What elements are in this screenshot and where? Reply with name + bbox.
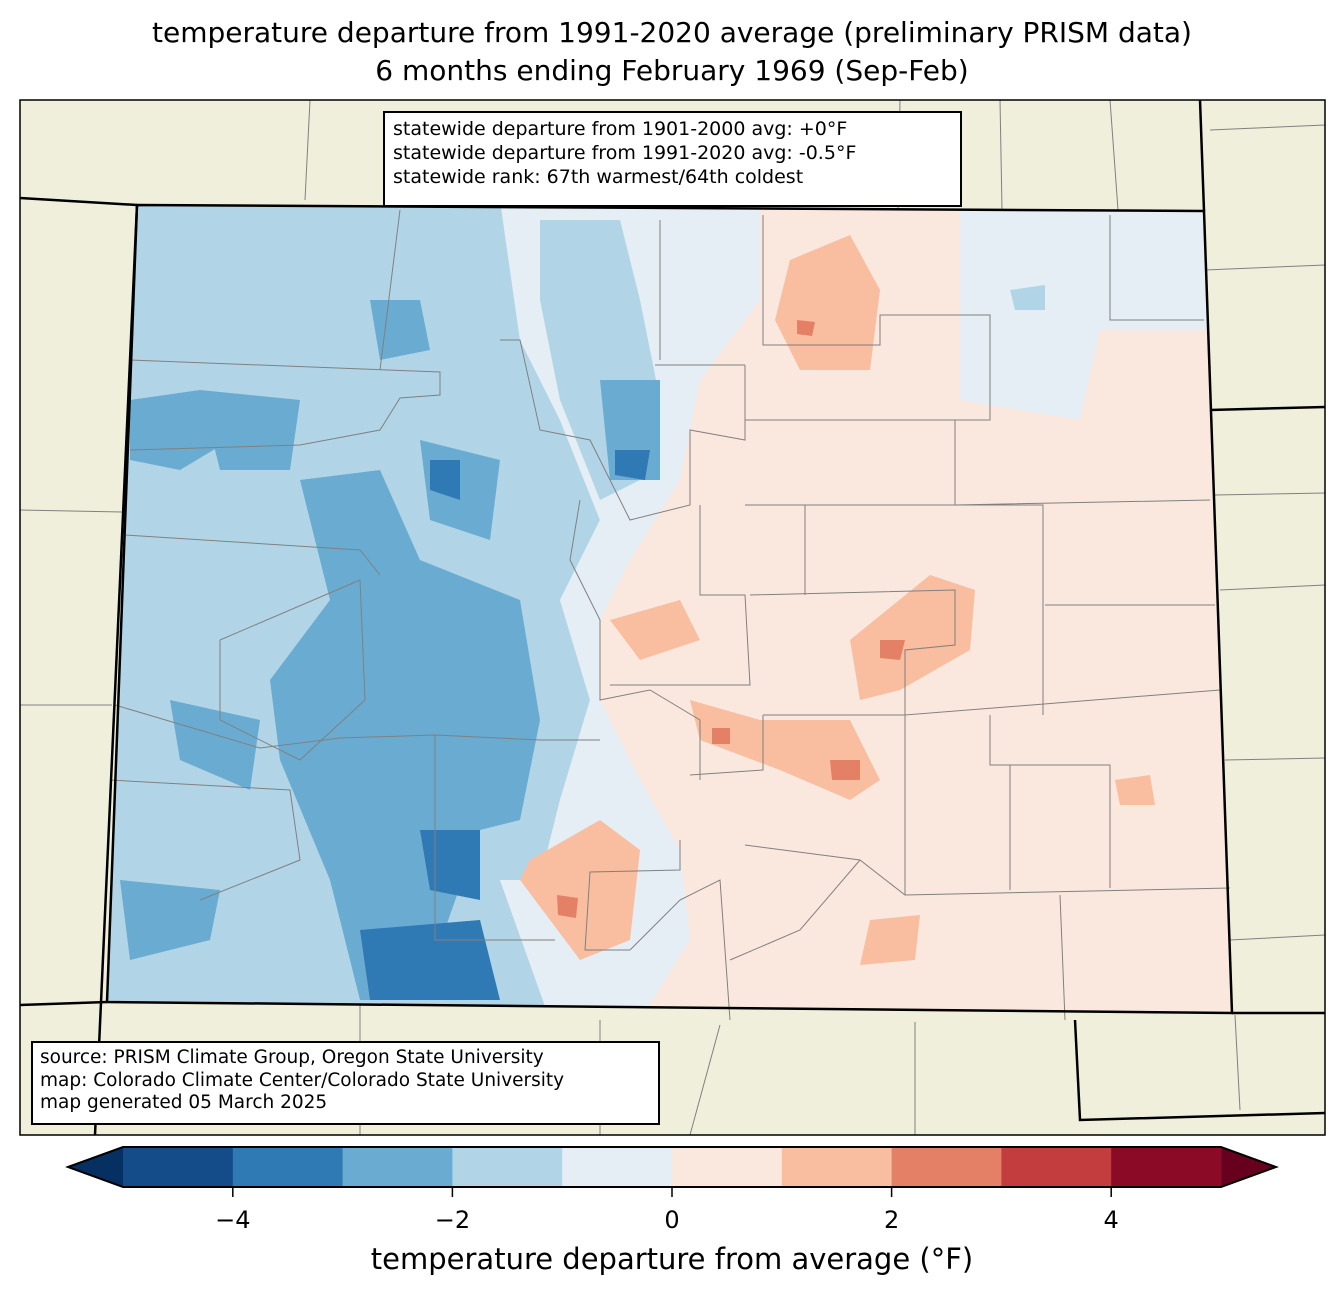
colorbar-tick-label: 4 <box>1104 1206 1119 1234</box>
map-credit-line: map: Colorado Climate Center/Colorado St… <box>40 1069 565 1091</box>
colorbar-segment <box>1111 1147 1222 1187</box>
colorbar-segment <box>781 1147 893 1187</box>
colorbar-segment <box>452 1147 563 1187</box>
stats-line-rank: statewide rank: 67th warmest/64th coldes… <box>393 166 804 188</box>
stats-line-1901-2000: statewide departure from 1901-2000 avg: … <box>393 118 848 140</box>
statewide-stats-box: statewide departure from 1901-2000 avg: … <box>383 111 962 207</box>
colorbar-extend-low <box>68 1147 123 1187</box>
departure-field <box>107 205 1232 1013</box>
map-title-line2: 6 months ending February 1969 (Sep-Feb) <box>375 54 969 87</box>
colorbar-tick-label: −2 <box>435 1206 470 1234</box>
colorbar: −4 −2 0 2 4 <box>65 1146 1279 1234</box>
colorbar-tick-label: 0 <box>664 1206 679 1234</box>
colorbar-tick-label: 2 <box>884 1206 899 1234</box>
source-box: source: PRISM Climate Group, Oregon Stat… <box>31 1041 660 1125</box>
generated-date-line: map generated 05 March 2025 <box>40 1092 328 1113</box>
county-boundaries <box>19 99 1326 1136</box>
colorbar-segment <box>891 1147 1002 1187</box>
colorbar-segment <box>123 1147 234 1187</box>
stats-line-1991-2020: statewide departure from 1991-2020 avg: … <box>393 142 857 164</box>
colorbar-segment <box>342 1147 453 1187</box>
colorbar-segment <box>672 1147 783 1187</box>
colorbar-segment <box>1001 1147 1112 1187</box>
colorbar-outline <box>65 1146 1279 1188</box>
state-boundaries <box>19 99 1326 1136</box>
colorbar-extend-high <box>1221 1147 1276 1187</box>
colorbar-tick-label: −4 <box>215 1206 250 1234</box>
colorbar-segment <box>232 1147 344 1187</box>
colorbar-label: temperature departure from average (°F) <box>370 1242 974 1276</box>
map-title-line1: temperature departure from 1991-2020 ave… <box>152 16 1192 49</box>
source-line: source: PRISM Climate Group, Oregon Stat… <box>40 1047 544 1068</box>
map-frame <box>19 99 1326 1136</box>
colorbar-segment <box>562 1147 673 1187</box>
